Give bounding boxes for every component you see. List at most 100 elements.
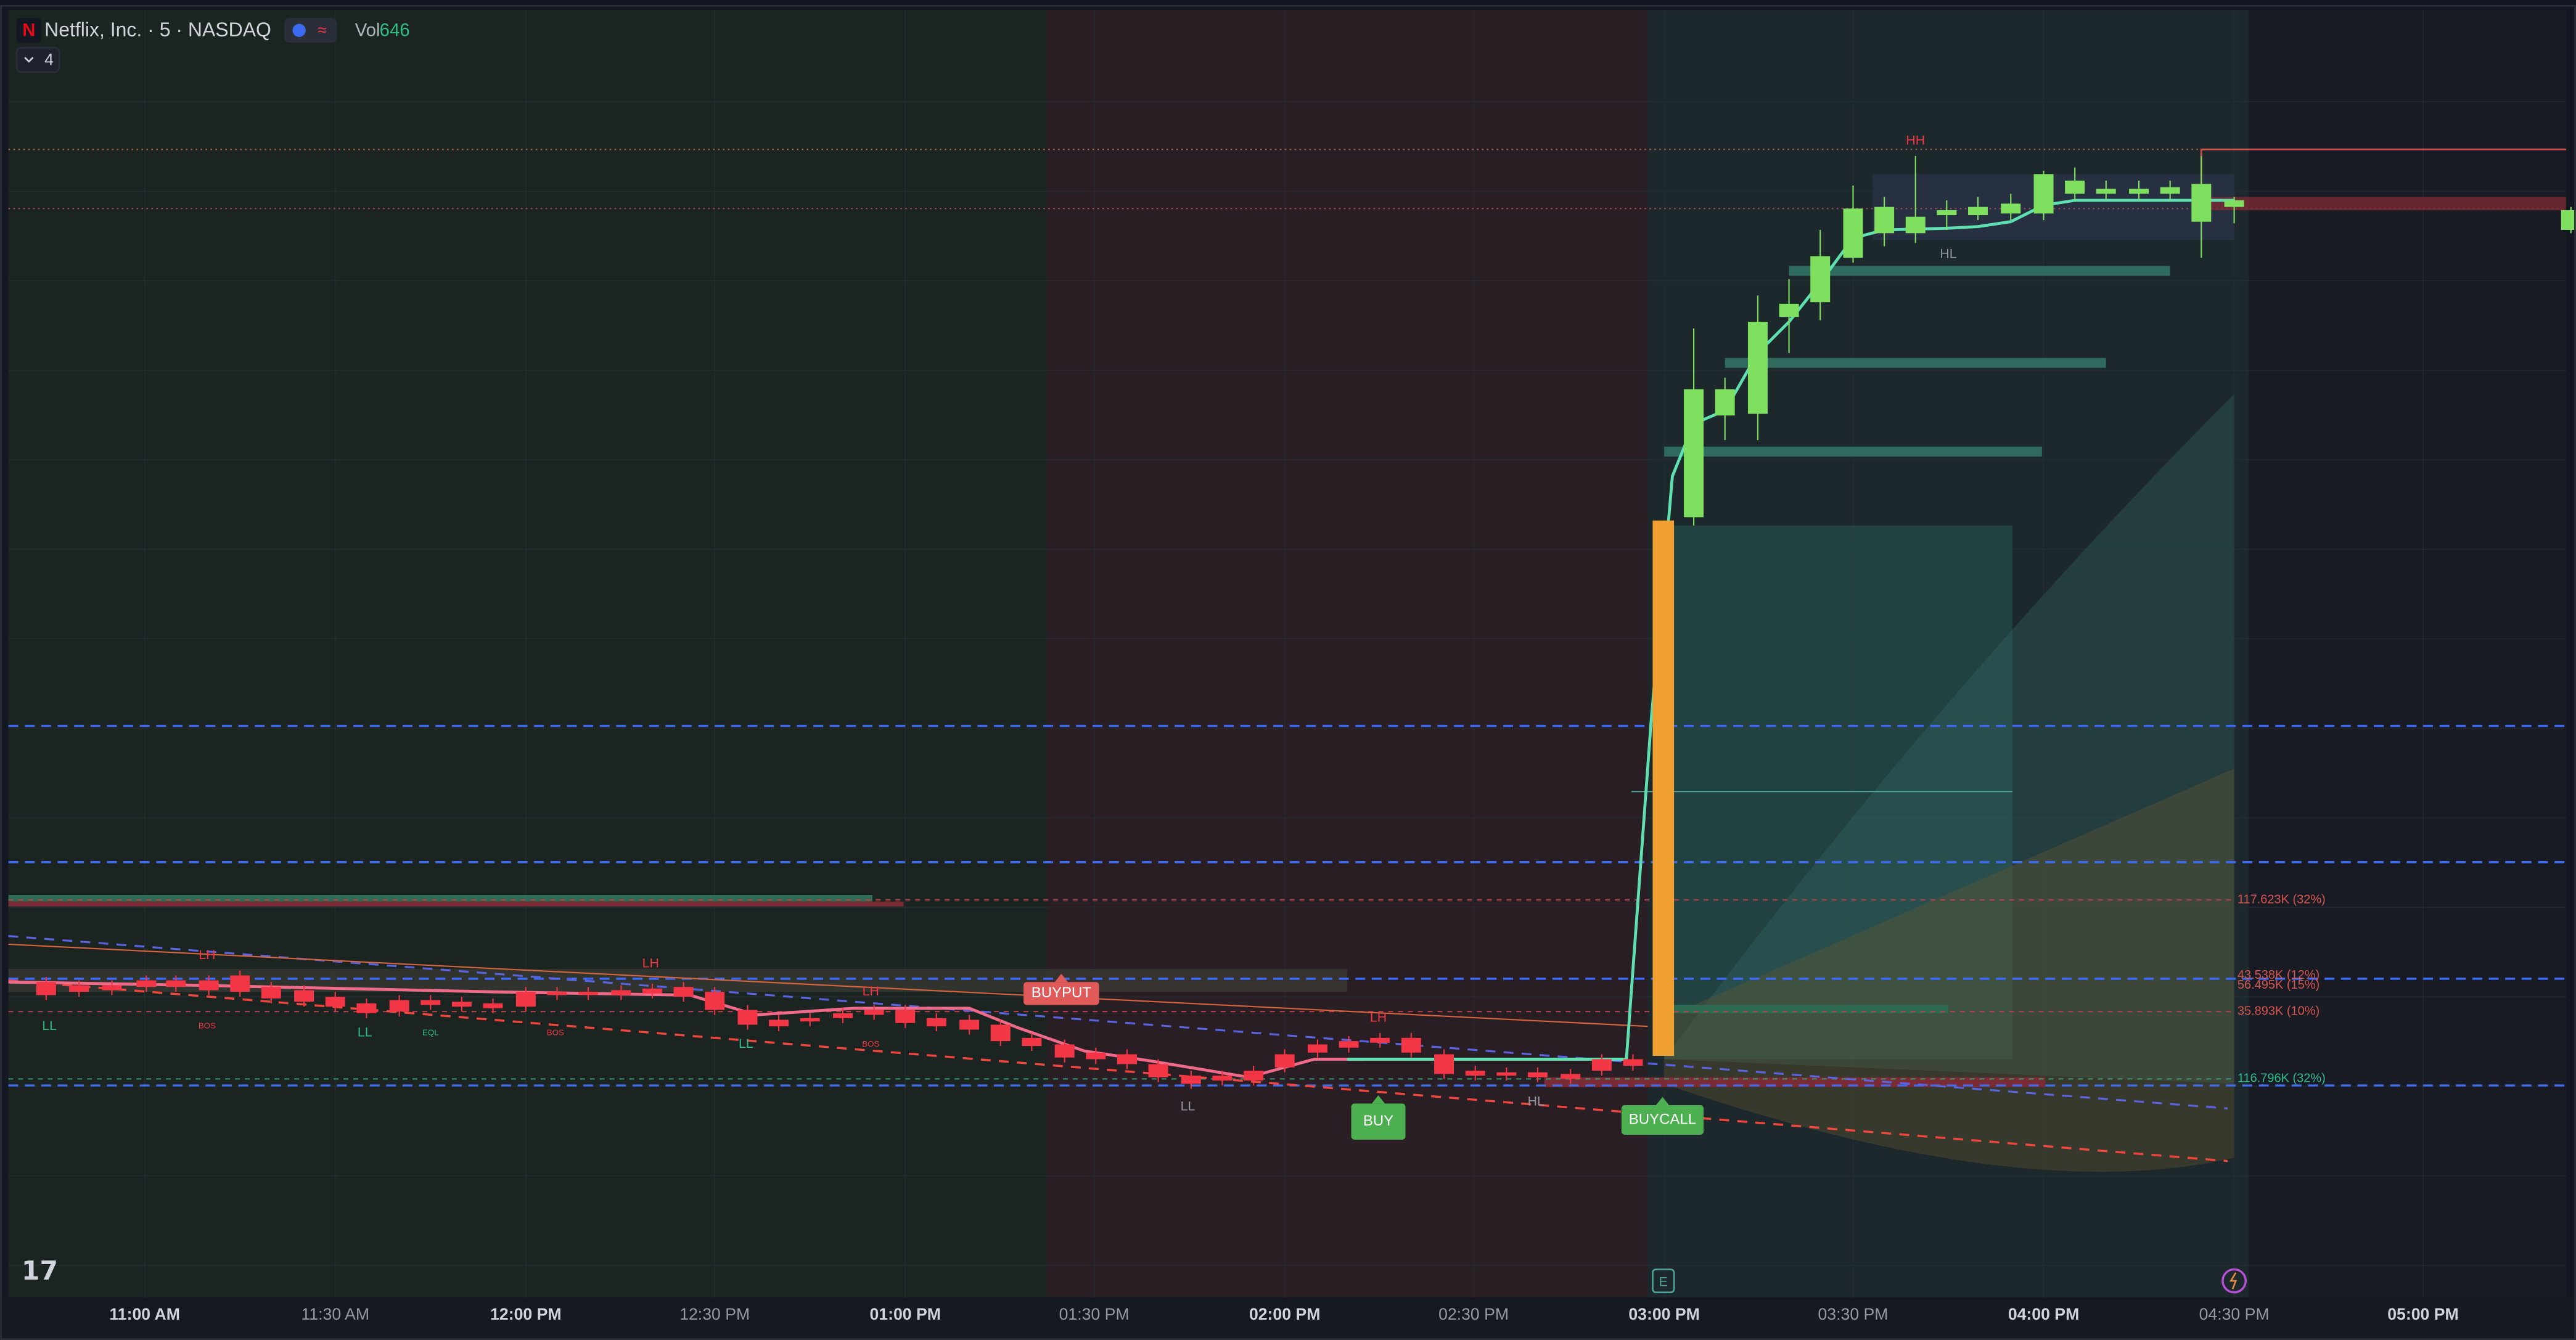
zones	[8, 149, 2566, 1172]
icon	[2229, 1272, 2238, 1289]
structure-label: HH	[1906, 133, 1925, 148]
candle	[136, 980, 157, 987]
candle	[2129, 189, 2149, 194]
structure-label: BOS	[862, 1039, 879, 1048]
candle	[1212, 1076, 1233, 1081]
trend-line	[8, 935, 2228, 1109]
level-label: 35.893K (10%)	[2238, 1004, 2320, 1018]
candle	[547, 992, 567, 995]
candle	[611, 990, 631, 995]
candle	[261, 987, 281, 999]
signal-pointer	[1054, 973, 1068, 983]
signal-box[interactable]	[1351, 1103, 1406, 1140]
structure-label: LL	[358, 1024, 372, 1039]
structure-label: EQL	[422, 1027, 439, 1037]
time-label: 04:00 PM	[2008, 1305, 2079, 1323]
zone-band	[8, 901, 904, 907]
candle	[769, 1019, 789, 1027]
structure-label: LH	[1370, 1010, 1387, 1024]
candle	[2561, 210, 2576, 230]
candle	[1022, 1037, 1042, 1047]
candle	[926, 1018, 946, 1027]
signal-box[interactable]	[1621, 1105, 1704, 1135]
structure-label: HL	[1528, 1093, 1544, 1108]
candle	[578, 992, 599, 995]
structure-label: BOS	[199, 1021, 216, 1031]
icon	[292, 23, 306, 37]
candle	[230, 975, 250, 992]
candle	[1117, 1054, 1137, 1064]
candle	[864, 1010, 884, 1015]
logo-box	[16, 18, 41, 43]
time-label: 02:30 PM	[1438, 1305, 1509, 1323]
level-label: 56.495K (15%)	[2238, 978, 2320, 992]
time-label: 03:00 PM	[1628, 1305, 1699, 1323]
structure-label: LH	[199, 947, 215, 962]
candle	[36, 982, 56, 995]
symbol-title: Netflix, Inc. · 5 · NASDAQ	[44, 18, 271, 41]
signal-label: BUY	[1363, 1113, 1393, 1129]
candle	[1148, 1064, 1168, 1077]
candle	[1591, 1059, 1612, 1071]
candle	[1715, 389, 1735, 416]
session-zone	[1046, 9, 1648, 1297]
candle	[2191, 184, 2212, 222]
indicator-count: 4	[44, 51, 54, 69]
time-label: 05:00 PM	[2387, 1305, 2458, 1323]
time-label: 12:30 PM	[679, 1305, 750, 1323]
candle	[1843, 208, 1863, 258]
candle	[1747, 322, 1768, 414]
earnings-marker[interactable]	[1652, 1269, 1675, 1294]
level-label: 43.538K (12%)	[2238, 968, 2320, 982]
candle	[1274, 1054, 1295, 1068]
candle	[2001, 203, 2021, 214]
candle	[1684, 389, 1704, 518]
volume-label: Vol	[355, 20, 380, 40]
structure-label: LL	[1181, 1098, 1196, 1113]
candle	[1779, 303, 1799, 317]
signal-box[interactable]	[1023, 982, 1099, 1005]
candle	[69, 985, 89, 992]
time-label: 04:30 PM	[2199, 1305, 2270, 1323]
projection-cone	[1664, 768, 2234, 1172]
candle	[483, 1003, 503, 1008]
projection-cone	[1664, 394, 2234, 1084]
candle	[642, 988, 662, 994]
candle	[2224, 200, 2244, 207]
candle	[833, 1013, 853, 1018]
indicator-icons[interactable]	[284, 18, 337, 43]
signal-pointer	[1371, 1095, 1385, 1104]
structure-label: HL	[1940, 247, 1956, 261]
candle	[2065, 181, 2085, 194]
candle	[1905, 216, 1926, 234]
frame	[0, 4, 2576, 1340]
candle	[294, 990, 314, 1002]
indicator-toggle[interactable]	[15, 46, 60, 73]
level-label: 116.796K (32%)	[2238, 1072, 2326, 1085]
candle	[420, 1000, 441, 1005]
structure-label: LL	[42, 1018, 57, 1033]
level-label: 117.623K (32%)	[2238, 893, 2326, 906]
candle	[325, 997, 345, 1007]
time-label: 01:30 PM	[1059, 1305, 1130, 1323]
candle	[673, 987, 694, 997]
candle	[2160, 187, 2180, 194]
structure-label: LH	[863, 984, 879, 999]
time-label: 01:00 PM	[870, 1305, 941, 1323]
zone-band	[8, 894, 872, 902]
candle	[1623, 1059, 1643, 1066]
trend-line	[8, 943, 1648, 1027]
candle	[1527, 1072, 1548, 1077]
candle	[1054, 1044, 1075, 1058]
signal-label: BUYCALL	[1629, 1111, 1696, 1127]
candle	[895, 1010, 916, 1023]
candle	[1401, 1037, 1421, 1053]
dividend-marker[interactable]	[2221, 1268, 2247, 1294]
time-label: 11:30 AM	[301, 1305, 369, 1323]
trend-line	[8, 979, 2228, 1162]
candle	[1810, 256, 1831, 303]
candle	[990, 1024, 1011, 1042]
candle	[166, 980, 186, 987]
